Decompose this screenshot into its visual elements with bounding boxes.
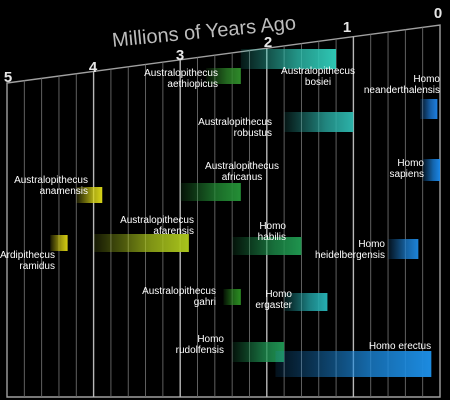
species-label-line: Ardipithecus <box>0 250 55 261</box>
x-tick-label: 0 <box>434 5 442 22</box>
species-label: Homo heidelbergensis <box>315 239 385 261</box>
x-axis-ticks: 5 4 3 2 1 0 <box>4 5 442 86</box>
species-label: Homo neanderthalensis <box>364 74 441 96</box>
species-label-line: anamensis <box>40 186 88 197</box>
species-label-line: robustus <box>234 128 272 139</box>
species-label-line: Australopithecus <box>120 215 194 226</box>
grid-lines <box>23 27 424 397</box>
species-label-line: sapiens <box>390 169 424 180</box>
species-bar <box>284 293 328 311</box>
species-label-line: heidelbergensis <box>315 250 385 261</box>
x-tick-label: 5 <box>4 69 12 86</box>
species-label-line: Australopithecus <box>144 68 218 79</box>
species-label-line: afarensis <box>153 226 194 237</box>
species-label-line: Homo erectus <box>369 341 431 352</box>
species-label-line: Australopithecus <box>281 66 355 77</box>
species-label: Australopithecus africanus <box>205 161 279 183</box>
species-bar <box>93 234 189 252</box>
species-label: Australopithecus aethiopicus <box>144 68 218 90</box>
species-bar <box>284 112 354 132</box>
species-label: Homo ergaster <box>255 289 292 311</box>
species-bar <box>180 183 241 201</box>
species-label: Australopithecus anamensis <box>14 175 88 197</box>
x-tick-label: 3 <box>176 47 184 64</box>
species-label-line: Homo <box>197 334 224 345</box>
species-label-line: Homo <box>358 239 385 250</box>
species-label-line: Australopithecus <box>198 117 272 128</box>
species-label-line: ergaster <box>255 300 292 311</box>
species-label-line: Homo <box>413 74 440 85</box>
species-label: Ardipithecus ramidus <box>0 250 55 272</box>
x-tick-label: 4 <box>89 59 98 76</box>
species-label: Australopithecus gahri <box>142 286 216 308</box>
species-bar <box>232 342 285 362</box>
species-bar <box>422 159 440 181</box>
species-label: Homo rudolfensis <box>176 334 225 356</box>
species-label-line: Australopithecus <box>14 175 88 186</box>
species-bars <box>50 49 440 377</box>
species-label: Australopithecus bosiei <box>281 66 355 88</box>
species-label-line: Homo <box>265 289 292 300</box>
x-tick-label: 2 <box>264 34 272 51</box>
species-label-line: habilis <box>258 232 286 243</box>
species-label: Homo sapiens <box>390 158 425 180</box>
x-tick-label: 1 <box>343 19 351 36</box>
species-label-line: aethiopicus <box>167 79 218 90</box>
species-label: Homo habilis <box>258 221 287 243</box>
species-bar <box>240 49 337 69</box>
species-label-line: neanderthalensis <box>364 85 440 96</box>
species-label: Homo erectus <box>369 341 431 352</box>
species-bar <box>206 68 241 84</box>
species-label-line: rudolfensis <box>176 345 224 356</box>
species-bar <box>76 187 103 203</box>
species-label-line: Homo <box>397 158 424 169</box>
species-labels: Australopithecus aethiopicusAustralopithe… <box>0 66 440 356</box>
species-bar <box>232 237 302 255</box>
species-label: Australopithecus robustus <box>198 117 272 139</box>
species-label: Australopithecus afarensis <box>120 215 194 237</box>
species-label-line: Australopithecus <box>205 161 279 172</box>
species-label-line: ramidus <box>19 261 55 272</box>
species-bar <box>50 235 68 251</box>
species-bar <box>223 289 241 305</box>
species-label-line: africanus <box>222 172 263 183</box>
species-bar <box>420 99 438 119</box>
species-label-line: Australopithecus <box>142 286 216 297</box>
species-bar <box>275 351 432 377</box>
species-label-line: bosiei <box>305 77 331 88</box>
species-label-line: Homo <box>259 221 286 232</box>
species-bar <box>388 239 419 259</box>
species-label-line: gahri <box>194 297 216 308</box>
